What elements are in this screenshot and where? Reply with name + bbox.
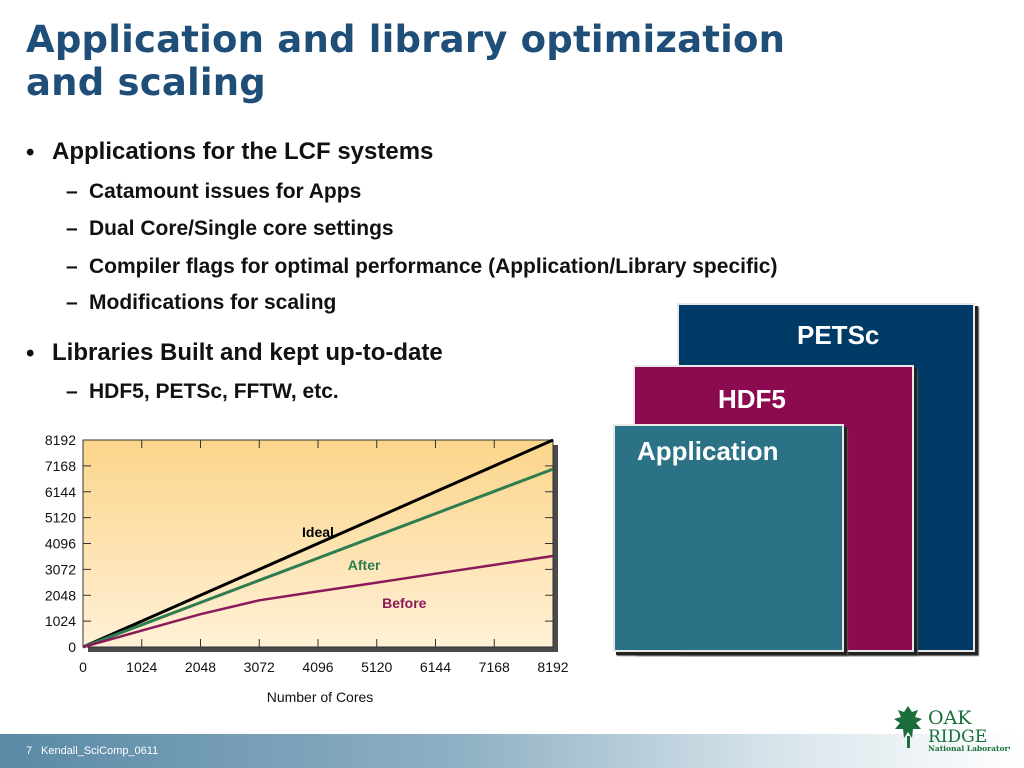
x-tick-label: 7168	[479, 659, 510, 675]
bullet-label: Libraries Built and kept up-to-date	[52, 339, 443, 366]
logo-subtitle: National Laboratory	[928, 744, 1010, 752]
logo-oak: OAK	[928, 707, 972, 729]
footer-bar: 7 Kendall_SciComp_0611	[0, 734, 1024, 768]
x-tick-label: 6144	[420, 659, 451, 675]
hdf5-label: HDF5	[718, 384, 786, 414]
series-label-ideal: Ideal	[302, 524, 334, 540]
series-line-ideal	[82, 438, 554, 649]
title-line-1: Application and library optimization	[26, 18, 786, 61]
y-tick-label: 2048	[45, 587, 76, 603]
petsc-label: PETSc	[797, 320, 880, 350]
application-label: Application	[637, 436, 779, 466]
x-tick-label: 5120	[361, 659, 392, 675]
x-axis-label: Number of Cores	[267, 689, 374, 705]
series-label-before: Before	[382, 595, 427, 611]
page-number: 7	[26, 745, 33, 757]
x-tick-label: 1024	[126, 659, 157, 675]
series-line-after	[82, 467, 554, 649]
x-tick-label: 2048	[185, 659, 216, 675]
y-tick-label: 5120	[45, 510, 76, 526]
sub-bullet-label: HDF5, PETSc, FFTW, etc.	[89, 380, 339, 403]
y-tick-label: 0	[68, 639, 76, 655]
sub-bullet-label: Modifications for scaling	[89, 291, 337, 314]
dash: –	[66, 180, 78, 203]
dash: –	[66, 217, 78, 240]
dash: –	[66, 255, 78, 278]
bullet-label: Applications for the LCF systems	[52, 138, 434, 165]
dash: –	[66, 291, 78, 314]
y-tick-label: 6144	[45, 484, 76, 500]
x-tick-label: 8192	[537, 659, 568, 675]
y-tick-label: 3072	[45, 561, 76, 577]
sub-bullet-label: Compiler flags for optimal performance (…	[89, 255, 778, 278]
title-line-2: and scaling	[26, 61, 266, 104]
scaling-chart: 0 1024 2048 3072 4096 5120 6144 7168 8192 0 1024 2…	[45, 432, 569, 705]
series-line-before	[82, 554, 554, 649]
oak-leaf-icon	[894, 706, 922, 748]
series-label-after: After	[348, 557, 381, 573]
x-tick-label: 4096	[302, 659, 333, 675]
application-box: Application	[613, 424, 844, 652]
y-tick-label: 7168	[45, 458, 76, 474]
logo-ridge: RIDGE	[928, 727, 987, 747]
slide-title: Application and library optimization and…	[26, 18, 785, 104]
footer-label: Kendall_SciComp_0611	[41, 745, 159, 757]
sub-bullet-label: Dual Core/Single core settings	[89, 217, 394, 240]
x-tick-label: 0	[79, 659, 87, 675]
oak-ridge-logo: OAK RIDGE National Laboratory	[894, 706, 1010, 752]
y-tick-label: 4096	[45, 536, 76, 552]
y-tick-label: 8192	[45, 432, 76, 448]
dash: –	[66, 380, 78, 403]
bullet-dot: •	[26, 139, 35, 166]
x-tick-label: 3072	[244, 659, 275, 675]
y-tick-label: 1024	[45, 613, 76, 629]
bullet-dot: •	[26, 340, 35, 367]
sub-bullet-label: Catamount issues for Apps	[89, 180, 362, 203]
